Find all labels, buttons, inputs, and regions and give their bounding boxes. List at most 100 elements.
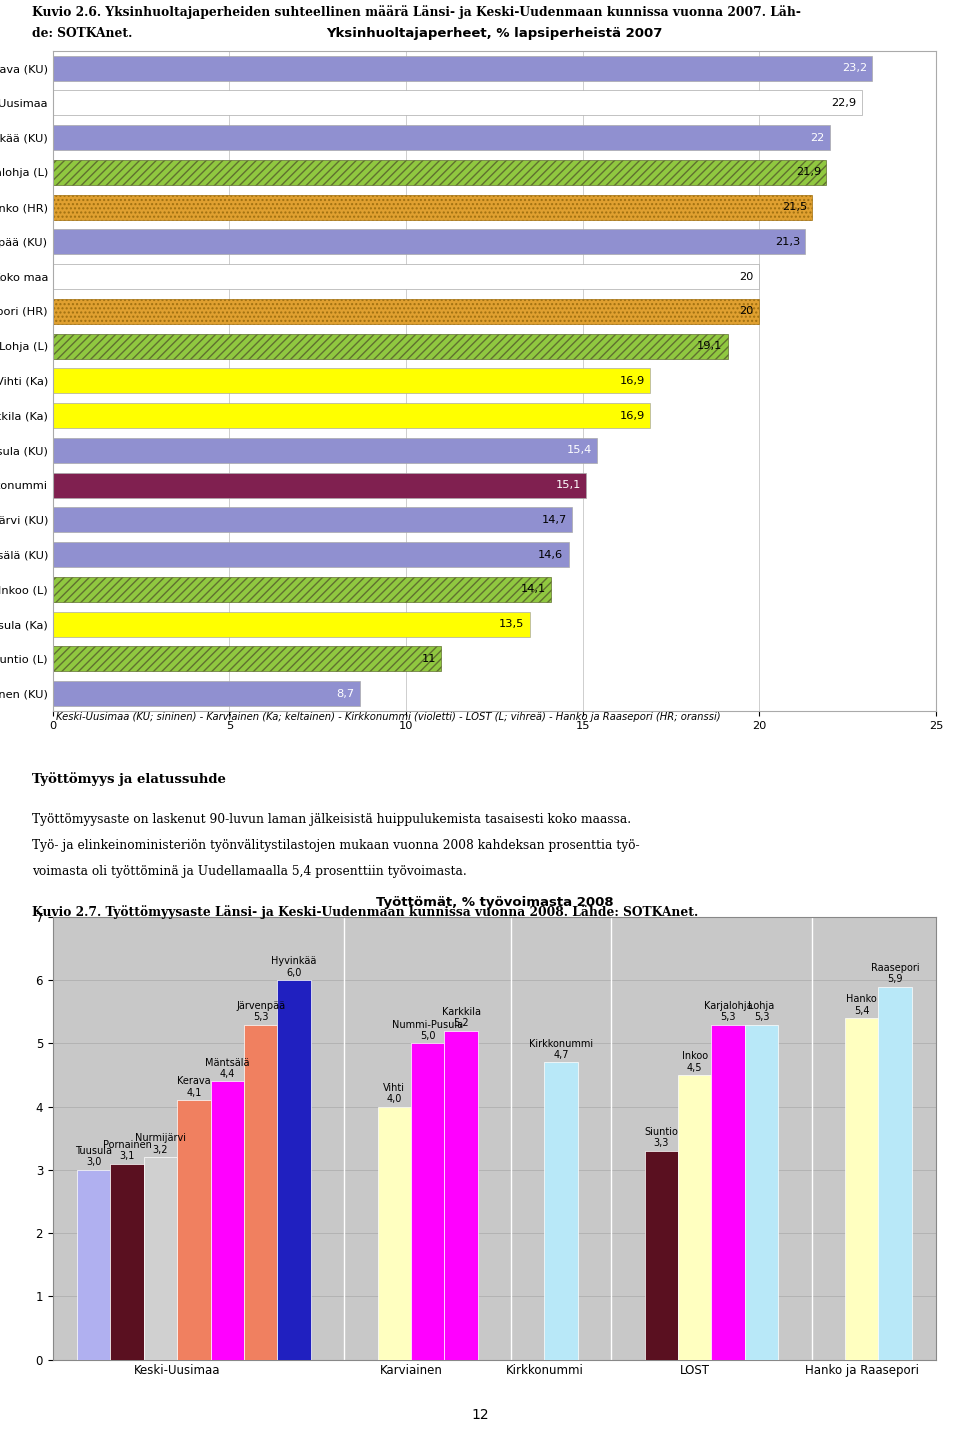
Text: 4,5: 4,5: [687, 1062, 703, 1072]
Bar: [53, 160, 827, 184]
Text: 19,1: 19,1: [697, 341, 722, 351]
Bar: [53, 577, 551, 602]
Text: 3,0: 3,0: [86, 1158, 102, 1168]
Text: 15,4: 15,4: [566, 445, 591, 456]
Text: 22,9: 22,9: [831, 97, 856, 107]
Text: Työ- ja elinkeinoministeriön työnvälitystilastojen mukaan vuonna 2008 kahdeksan : Työ- ja elinkeinoministeriön työnvälitys…: [32, 839, 639, 852]
Bar: [745, 1024, 779, 1360]
Bar: [144, 1158, 178, 1360]
Text: 3,2: 3,2: [153, 1145, 168, 1155]
Text: 4,1: 4,1: [186, 1088, 202, 1098]
Bar: [444, 1030, 478, 1360]
Bar: [53, 438, 597, 463]
Bar: [377, 1107, 411, 1360]
Bar: [53, 681, 360, 707]
Bar: [53, 334, 728, 358]
Bar: [210, 1081, 244, 1360]
Text: Tuusula: Tuusula: [75, 1146, 112, 1156]
Text: 11: 11: [421, 654, 436, 665]
Text: 5,3: 5,3: [252, 1011, 269, 1022]
Text: 15,1: 15,1: [556, 480, 581, 490]
Title: Yksinhuoltajaperheet, % lapsiperheistä 2007: Yksinhuoltajaperheet, % lapsiperheistä 2…: [326, 28, 662, 39]
Text: Hyvinkää: Hyvinkää: [272, 956, 317, 966]
Text: Karjalohja: Karjalohja: [704, 1001, 753, 1010]
Text: Pornainen: Pornainen: [103, 1139, 152, 1149]
Text: 3,3: 3,3: [654, 1139, 669, 1148]
Bar: [878, 987, 912, 1360]
Bar: [644, 1151, 678, 1360]
Text: 14,6: 14,6: [539, 550, 564, 560]
Bar: [77, 1170, 110, 1360]
Text: 3,1: 3,1: [119, 1151, 134, 1161]
Bar: [178, 1100, 210, 1360]
Bar: [53, 369, 650, 393]
Bar: [711, 1024, 745, 1360]
Bar: [678, 1075, 711, 1360]
Text: Keski-Uusimaa (KU; sininen) - Karviainen (Ka; keltainen) - Kirkkonummi (violetti: Keski-Uusimaa (KU; sininen) - Karviainen…: [56, 712, 720, 723]
Text: Lohja: Lohja: [749, 1001, 775, 1010]
Text: 20: 20: [740, 306, 754, 316]
Text: 5,0: 5,0: [420, 1032, 436, 1040]
Bar: [53, 473, 587, 498]
Text: 8,7: 8,7: [337, 689, 355, 698]
Text: Hanko: Hanko: [847, 994, 877, 1004]
Text: 16,9: 16,9: [619, 376, 644, 386]
Text: 23,2: 23,2: [842, 64, 867, 73]
Bar: [53, 55, 873, 81]
Text: Työttömyys ja elatussuhde: Työttömyys ja elatussuhde: [32, 772, 226, 786]
Text: 20: 20: [740, 271, 754, 281]
Bar: [53, 612, 530, 637]
Text: 5,3: 5,3: [720, 1011, 736, 1022]
Text: Mäntsälä: Mäntsälä: [205, 1058, 250, 1068]
Text: 21,9: 21,9: [796, 167, 821, 177]
Text: 14,7: 14,7: [541, 515, 566, 525]
Text: Nummi-Pusula: Nummi-Pusula: [392, 1020, 463, 1030]
Text: Järvenpää: Järvenpää: [236, 1001, 285, 1010]
Bar: [53, 229, 805, 254]
Bar: [544, 1062, 578, 1360]
Text: 13,5: 13,5: [499, 620, 524, 630]
Text: Kuvio 2.7. Työttömyysaste Länsi- ja Keski-Uudenmaan kunnissa vuonna 2008. Lähde:: Kuvio 2.7. Työttömyysaste Länsi- ja Kesk…: [32, 905, 698, 920]
Bar: [53, 264, 759, 289]
Text: Siuntio: Siuntio: [644, 1127, 679, 1138]
Text: Nurmijärvi: Nurmijärvi: [135, 1133, 186, 1143]
Text: 6,0: 6,0: [286, 968, 301, 978]
Bar: [277, 981, 311, 1360]
Text: 4,4: 4,4: [220, 1069, 235, 1080]
Bar: [845, 1019, 878, 1360]
Text: Työttömyysaste on laskenut 90-luvun laman jälkeisistä huippulukemista tasaisesti: Työttömyysaste on laskenut 90-luvun lama…: [32, 813, 631, 826]
Text: 5,4: 5,4: [853, 1006, 870, 1016]
Bar: [53, 194, 812, 219]
Text: Inkoo: Inkoo: [682, 1051, 708, 1061]
Text: Kerava: Kerava: [177, 1077, 211, 1087]
Text: Vihti: Vihti: [383, 1082, 405, 1093]
Bar: [53, 646, 442, 672]
Text: 4,0: 4,0: [387, 1094, 402, 1104]
Text: 5,3: 5,3: [754, 1011, 769, 1022]
Bar: [244, 1024, 277, 1360]
Text: Karkkila: Karkkila: [442, 1007, 481, 1017]
Bar: [53, 403, 650, 428]
Text: 16,9: 16,9: [619, 411, 644, 421]
Bar: [53, 543, 568, 567]
Text: Kuvio 2.6. Yksinhuoltajaperheiden suhteellinen määrä Länsi- ja Keski-Uudenmaan k: Kuvio 2.6. Yksinhuoltajaperheiden suhtee…: [32, 4, 801, 19]
Bar: [53, 90, 862, 116]
Text: 22: 22: [810, 132, 825, 142]
Text: voimasta oli työttöminä ja Uudellamaalla 5,4 prosenttiin työvoimasta.: voimasta oli työttöminä ja Uudellamaalla…: [32, 865, 467, 878]
Text: 5,2: 5,2: [453, 1019, 468, 1029]
Bar: [411, 1043, 444, 1360]
Text: 14,1: 14,1: [520, 585, 545, 595]
Bar: [110, 1164, 144, 1360]
Text: 21,5: 21,5: [781, 202, 807, 212]
Bar: [53, 508, 572, 533]
Bar: [53, 125, 830, 149]
Text: 12: 12: [471, 1407, 489, 1422]
Text: 21,3: 21,3: [775, 237, 800, 247]
Text: 4,7: 4,7: [553, 1051, 569, 1059]
Title: Työttömät, % työvoimasta 2008: Työttömät, % työvoimasta 2008: [375, 895, 613, 908]
Text: Raasepori: Raasepori: [871, 962, 920, 972]
Text: 5,9: 5,9: [887, 974, 902, 984]
Text: Kirkkonummi: Kirkkonummi: [529, 1039, 593, 1049]
Bar: [53, 299, 759, 324]
Text: de: SOTKAnet.: de: SOTKAnet.: [32, 28, 132, 41]
